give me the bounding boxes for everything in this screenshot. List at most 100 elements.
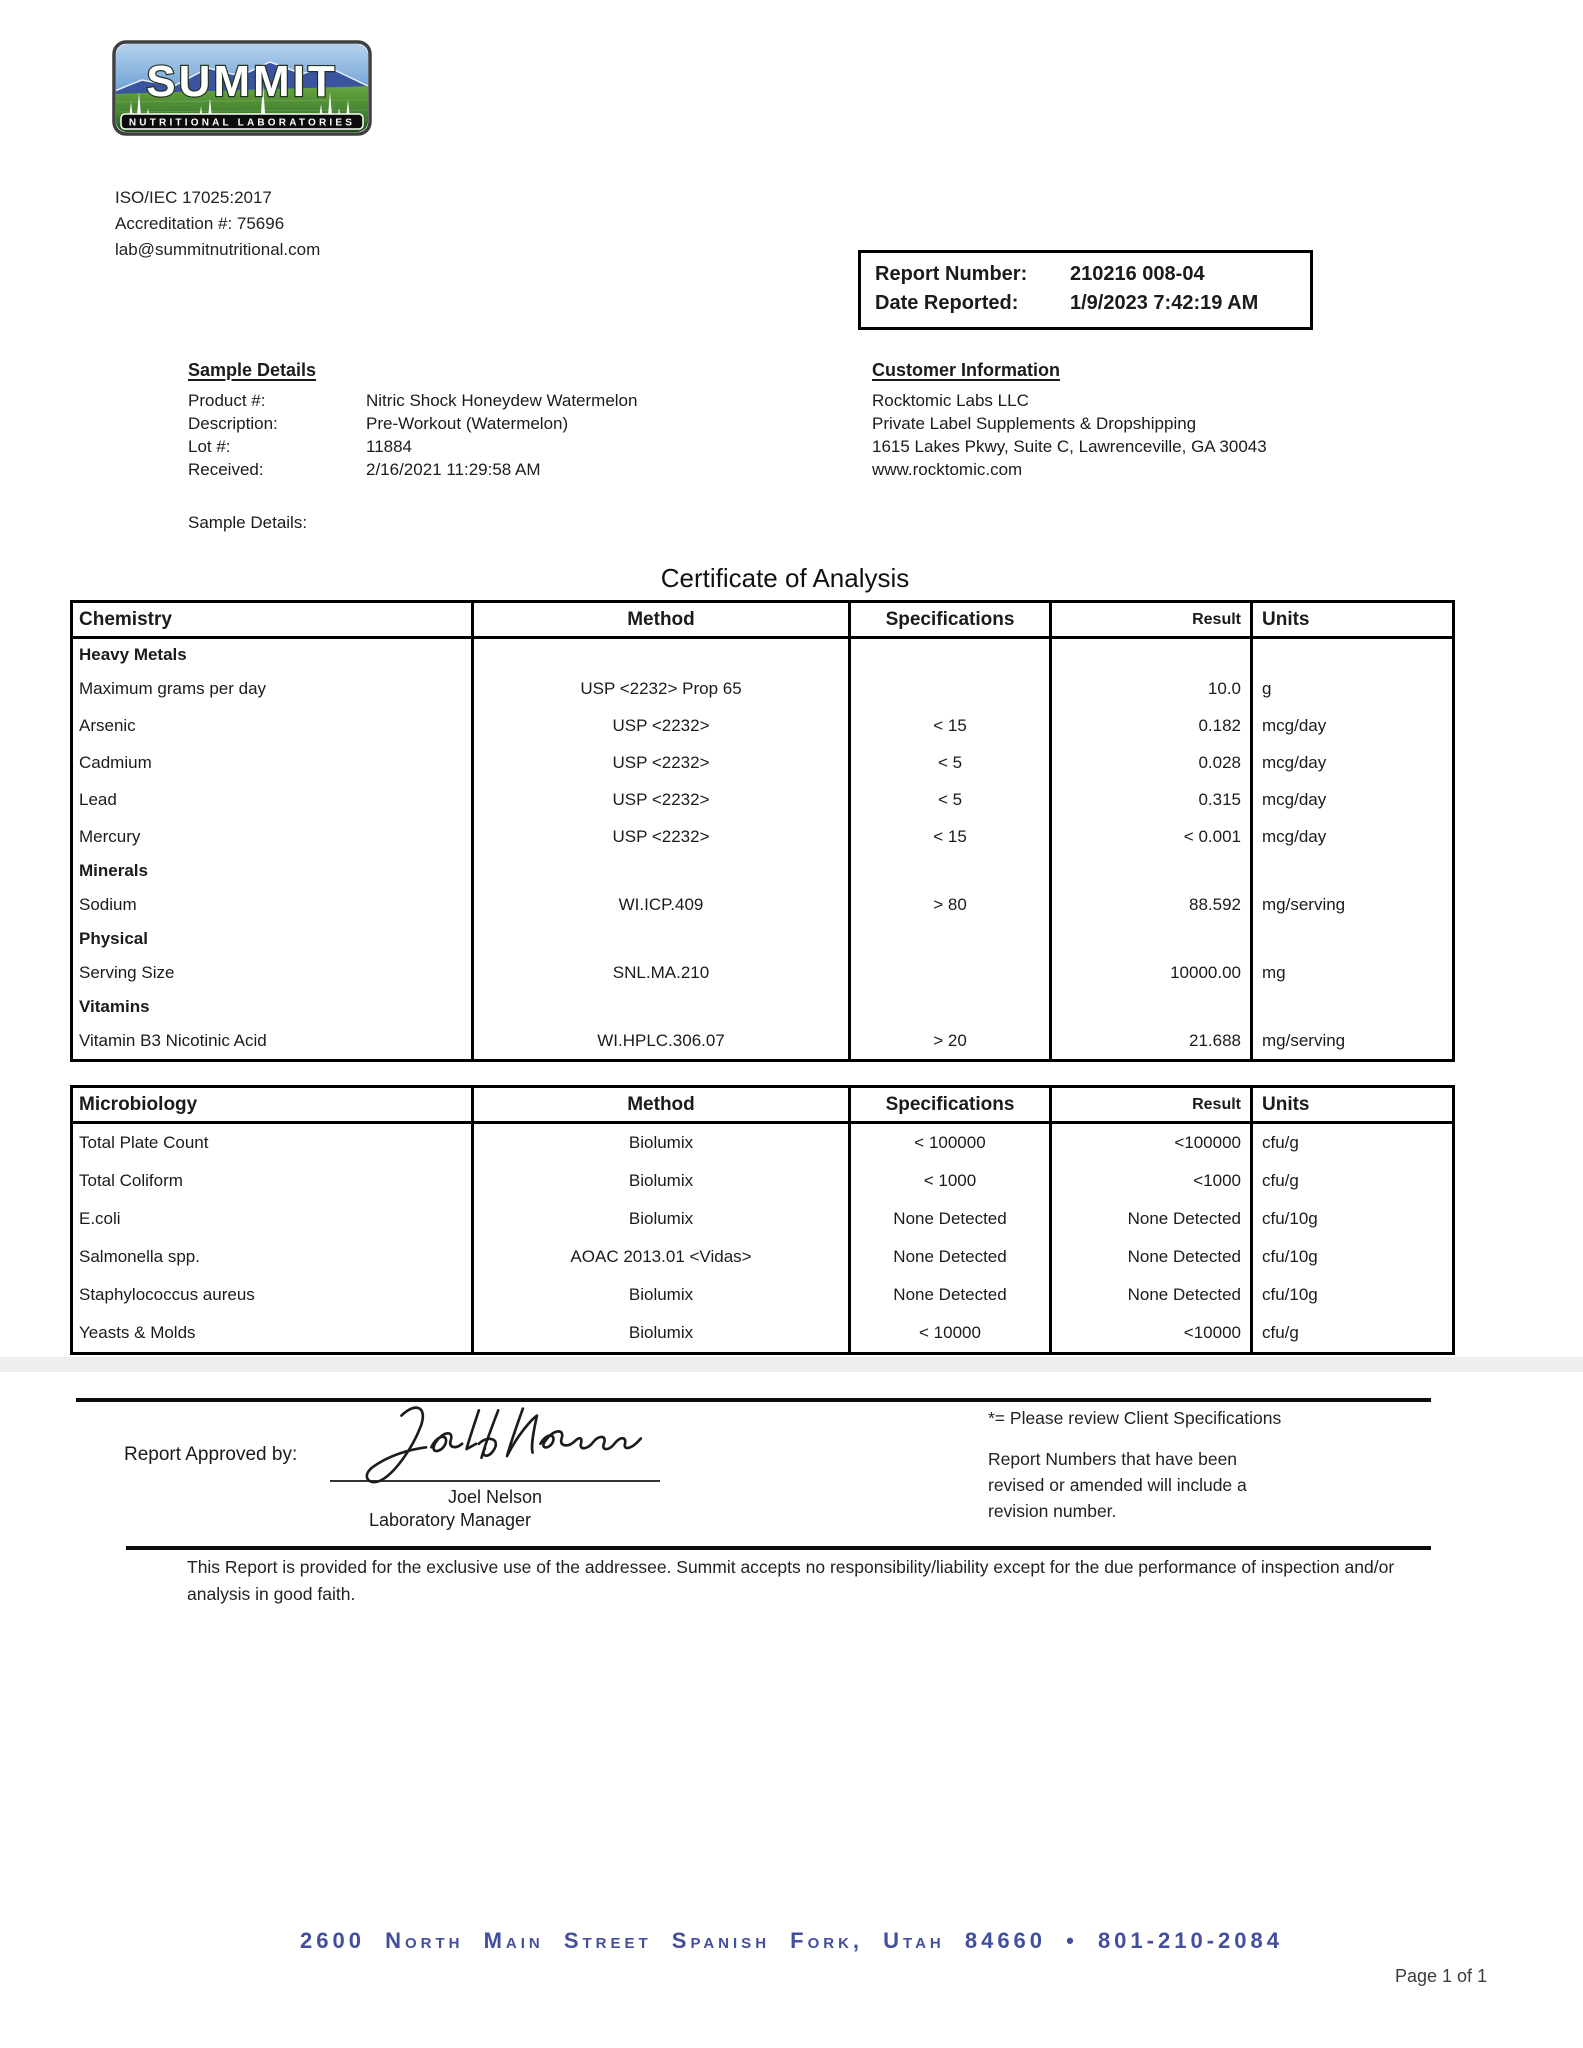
table-cell: cfu/10g [1262,1247,1318,1266]
iso-standard-text: ISO/IEC 17025:2017 [115,188,272,207]
table-row: Salmonella spp. AOAC 2013.01 <Vidas> None … [73,1238,1452,1276]
table-header-cell: Units [1262,1093,1310,1115]
page-title: Certificate of Analysis [660,563,910,593]
product-number-value: Nitric Shock Honeydew Watermelon [366,391,638,410]
table-cell [474,639,851,670]
lab-email-text: lab@summitnutritional.com [115,240,321,259]
table-header-cell: Specifications [851,603,1052,636]
table-cell: E.coli [73,1200,474,1238]
lab-address-footer: 2600 North Main Street Spanish Fork, Uta… [300,1928,1283,1953]
table-cell: Minerals [73,855,474,886]
approver-name: Joel Nelson [447,1487,543,1507]
table-cell: mg/serving [1262,1030,1346,1050]
table-cell [851,639,1052,670]
table-header-cell: Microbiology [73,1088,474,1121]
approver-title: Laboratory Manager [368,1510,532,1530]
received-label: Received: [188,460,264,479]
table-cell: cfu/10g [1262,1285,1318,1304]
table-header-cell: Result [1052,1088,1253,1121]
table-row: Arsenic USP <2232> < 15 0.182 mcg/day [73,707,1452,744]
table-cell [1052,855,1253,886]
client-specifications-note: *= Please review Client Specifications [988,1408,1282,1428]
svg-text:NUTRITIONAL LABORATORIES: NUTRITIONAL LABORATORIES [129,118,355,129]
table-cell: Biolumix [474,1276,851,1314]
table-cell: Biolumix [474,1124,851,1162]
table-section-row: Vitamins [73,991,1452,1022]
table-row: Maximum grams per day USP <2232> Prop 65 1… [73,670,1452,707]
table-header-cell: Units [1262,608,1310,630]
table-cell: < 10000 [851,1314,1052,1352]
chemistry-table: Chemistry Method Specifications Result Units… [70,600,1455,1062]
table-cell [1052,923,1253,954]
sample-detail-row: Product #: Nitric Shock Honeydew Waterme… [188,389,637,412]
customer-name: Rocktomic Labs LLC [872,391,1029,410]
signature-block [330,1398,670,1484]
table-cell: Lead [73,781,474,818]
description-value: Pre-Workout (Watermelon) [366,414,569,433]
date-reported-row: Date Reported: 1/9/2023 7:42:19 AM [875,289,1296,318]
table-section-row: Minerals [73,855,1452,886]
table-cell: < 15 [851,818,1052,855]
table-cell: < 15 [851,707,1052,744]
table-cell: Vitamins [73,991,474,1022]
table-cell: Yeasts & Molds [73,1314,474,1352]
svg-text:SUMMIT: SUMMIT [146,57,338,106]
table-cell: USP <2232> Prop 65 [474,670,851,707]
table-row: Serving Size SNL.MA.210 10000.00 mg [73,954,1452,991]
table-cell: mg [1262,962,1286,982]
report-number-row: Report Number: 210216 008-04 [875,260,1296,289]
horizontal-rule-top [76,1398,1431,1402]
table-cell: USP <2232> [474,818,851,855]
table-cell: Total Plate Count [73,1124,474,1162]
table-cell [1253,991,1447,1022]
table-header-cell: Result [1052,603,1253,636]
table-cell: WI.HPLC.306.07 [474,1022,851,1059]
table-cell: None Detected [1052,1200,1253,1238]
table-cell: None Detected [851,1200,1052,1238]
signature-image [365,1406,643,1484]
table-cell: cfu/g [1262,1323,1299,1342]
table-cell: 0.028 [1052,744,1253,781]
table-cell: mg/serving [1262,894,1346,914]
table-cell [851,954,1052,991]
table-header-cell: Method [474,603,851,636]
table-cell [1052,991,1253,1022]
table-cell: > 80 [851,886,1052,923]
summit-logo: SUMMIT NUTRITIONAL LABORATORIES [112,40,372,136]
table-cell: 10.0 [1052,670,1253,707]
table-header-row: Chemistry Method Specifications Result Units [73,603,1452,639]
received-value: 2/16/2021 11:29:58 AM [366,460,541,479]
sample-details-heading: Sample Details [188,360,317,380]
sample-details-section: Sample Details Product #: Nitric Shock H… [188,360,637,533]
revision-note: Report Numbers that have been revised or… [988,1449,1247,1521]
table-cell: mcg/day [1262,752,1327,772]
table-cell [851,923,1052,954]
table-cell: < 0.001 [1052,818,1253,855]
customer-information-section: Customer Information Rocktomic Labs LLC … [872,360,1267,481]
table-cell: 0.182 [1052,707,1253,744]
table-cell: Sodium [73,886,474,923]
table-cell: Serving Size [73,954,474,991]
table-cell: Mercury [73,818,474,855]
table-cell: WI.ICP.409 [474,886,851,923]
table-cell: None Detected [1052,1238,1253,1276]
table-cell: < 1000 [851,1162,1052,1200]
table-row: Sodium WI.ICP.409 > 80 88.592 mg/serving [73,886,1452,923]
table-cell: <100000 [1052,1124,1253,1162]
table-row: Lead USP <2232> < 5 0.315 mcg/day [73,781,1452,818]
table-cell: USP <2232> [474,781,851,818]
customer-tagline: Private Label Supplements & Dropshipping [872,414,1197,433]
report-approved-by-label: Report Approved by: [124,1444,298,1465]
table-row: Cadmium USP <2232> < 5 0.028 mcg/day [73,744,1452,781]
table-cell: None Detected [851,1276,1052,1314]
table-cell: Cadmium [73,744,474,781]
table-cell: cfu/g [1262,1133,1299,1152]
table-row: Total Plate Count Biolumix < 100000 <100000… [73,1124,1452,1162]
table-header-cell: Chemistry [73,603,474,636]
customer-address: 1615 Lakes Pkwy, Suite C, Lawrenceville,… [872,437,1267,456]
table-cell: None Detected [1052,1276,1253,1314]
table-cell: < 5 [851,781,1052,818]
report-number-value: 210216 008-04 [1070,263,1205,285]
table-cell: mcg/day [1262,789,1327,809]
sample-details-footer-label: Sample Details: [188,513,308,532]
